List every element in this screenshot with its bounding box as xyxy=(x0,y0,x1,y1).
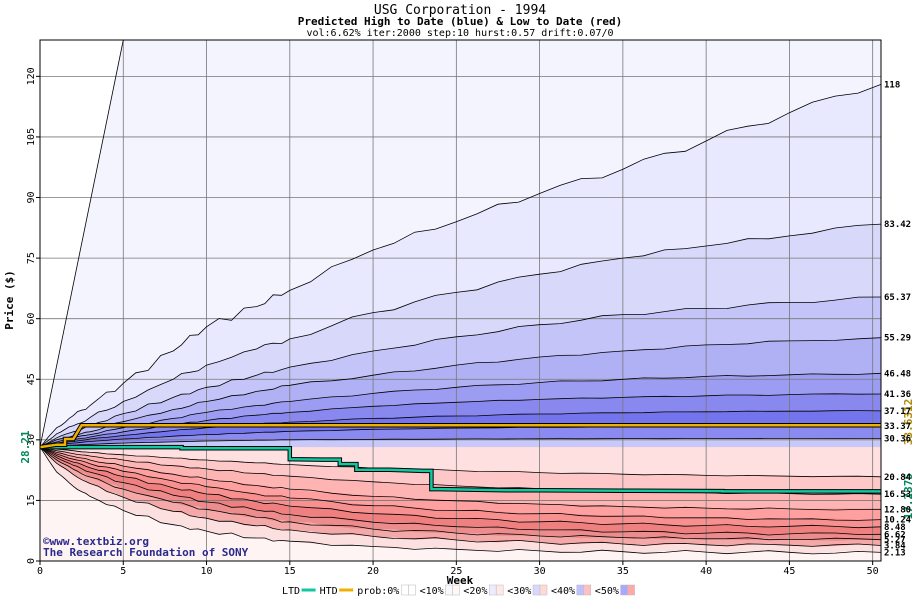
y-tick-label: 90 xyxy=(26,191,37,203)
x-axis-label: Week xyxy=(447,574,474,587)
y-tick-label: 30 xyxy=(26,434,37,446)
y-axis-ticks: 0 15 30 45 60 75 90 105 120 xyxy=(26,67,40,564)
x-tick-label: 45 xyxy=(783,566,795,577)
high-band-boundary xyxy=(39,437,881,448)
high-band-boundary xyxy=(39,372,882,448)
high-band-end-label: 41.36 xyxy=(884,390,911,400)
start-price-label: 28.21 xyxy=(19,430,32,463)
plot-frame xyxy=(39,39,882,562)
x-tick-label: 50 xyxy=(867,566,879,577)
low-band-end-label: 6.62 xyxy=(884,530,906,540)
high-band-boundary xyxy=(39,84,882,448)
low-band-end-label: 20.84 xyxy=(884,473,912,483)
high-band-boundary xyxy=(39,337,882,448)
legend-swatch-high xyxy=(620,584,628,596)
legend-label: <30% xyxy=(507,586,531,597)
ltd-final-label: 17.2375 xyxy=(902,473,915,519)
x-tick-label: 35 xyxy=(617,566,629,577)
y-tick-label: 60 xyxy=(26,313,37,325)
legend-label: <10% xyxy=(420,586,444,597)
low-band-end-label: 2.13 xyxy=(884,548,906,558)
x-tick-label: 10 xyxy=(201,566,213,577)
high-band-boundary xyxy=(39,393,882,448)
x-tick-label: 30 xyxy=(534,566,546,577)
legend-swatch-low xyxy=(583,584,592,596)
legend-label: LTD xyxy=(282,586,300,597)
high-band-end-label: 118 xyxy=(884,80,900,90)
low-band-boundary xyxy=(39,446,882,521)
price-series: 17.2375 33.6312 xyxy=(39,399,915,519)
legend-label: <40% xyxy=(551,586,575,597)
legend-swatch-high xyxy=(488,584,497,596)
chart-subtitle: Predicted High to Date (blue) & Low to D… xyxy=(298,15,623,28)
right-band-labels: 118 83.42 65.37 55.29 46.48 41.36 37.17 33.37 30… xyxy=(884,80,912,558)
high-band-end-label: 65.37 xyxy=(884,293,911,303)
low-band-boundary xyxy=(39,446,882,511)
chart-params: vol:6.62% iter:2000 step:10 hurst:0.57 d… xyxy=(306,28,613,39)
low-band-end-label: 5.27 xyxy=(884,536,906,546)
legend-swatch-high xyxy=(401,584,409,596)
low-band-boundary xyxy=(39,446,882,536)
low-band-fill xyxy=(40,447,881,477)
x-tick-label: 0 xyxy=(37,566,43,577)
ltd-line xyxy=(40,445,881,493)
low-band-end-label: 10.24 xyxy=(884,516,912,526)
x-tick-label: 40 xyxy=(700,566,712,577)
y-tick-label: 120 xyxy=(26,67,37,85)
chart-title: USG Corporation - 1994 xyxy=(374,3,546,18)
watermark-url: ©www.textbiz.org xyxy=(43,535,149,548)
legend-swatch-low xyxy=(627,584,635,596)
high-band-boundary xyxy=(39,223,882,448)
legend-label: <20% xyxy=(463,586,487,597)
legend: LTD HTD prob:0% <10% <20% <30% <40% <50% xyxy=(282,584,635,597)
low-band-end-label: 3.84 xyxy=(884,541,906,551)
legend-swatch-low xyxy=(408,584,416,596)
y-tick-label: 45 xyxy=(26,373,37,385)
y-tick-label: 15 xyxy=(26,494,37,506)
y-tick-label: 0 xyxy=(26,558,37,564)
high-band-end-label: 37.17 xyxy=(884,407,911,417)
low-band-end-label: 8.48 xyxy=(884,523,906,533)
high-band-end-label: 83.42 xyxy=(884,220,911,230)
y-tick-label: 105 xyxy=(26,128,37,146)
y-tick-label: 75 xyxy=(26,252,37,264)
y-axis-label: Price ($) xyxy=(3,270,16,330)
low-band-boundary xyxy=(39,446,882,555)
grid-lines xyxy=(40,40,881,561)
htd-final-label: 33.6312 xyxy=(902,399,915,445)
htd-line xyxy=(39,423,881,449)
legend-swatch-low xyxy=(452,584,460,596)
x-tick-label: 5 xyxy=(120,566,126,577)
legend-swatch-high xyxy=(576,584,585,596)
legend-swatch-high xyxy=(445,584,453,596)
x-tick-label: 25 xyxy=(450,566,462,577)
low-band-boundary xyxy=(39,446,882,478)
legend-swatch-low xyxy=(539,584,548,596)
low-band-boundary xyxy=(39,446,882,529)
legend-label: prob:0% xyxy=(357,586,399,597)
x-axis-ticks: 0 5 10 15 20 25 30 35 40 45 50 xyxy=(37,561,879,577)
x-tick-label: 15 xyxy=(284,566,296,577)
legend-swatch-low xyxy=(495,584,504,596)
legend-label: <50% xyxy=(595,586,619,597)
x-tick-label: 20 xyxy=(367,566,379,577)
legend-swatch-high xyxy=(532,584,541,596)
low-band-boundary xyxy=(39,446,882,547)
high-band-end-label: 33.37 xyxy=(884,422,911,432)
high-band-end-label: 46.48 xyxy=(884,369,911,379)
band-boundary-lines xyxy=(39,39,882,555)
low-band-end-label: 16.53 xyxy=(884,490,911,500)
watermark-org: The Research Foundation of SONY xyxy=(43,546,249,559)
low-band-end-label: 12.80 xyxy=(884,505,911,515)
high-band-end-label: 30.36 xyxy=(884,434,911,444)
low-band-boundary xyxy=(39,446,882,541)
high-band-end-label: 55.29 xyxy=(884,334,911,344)
probability-bands xyxy=(40,40,881,561)
outer-high-boundary xyxy=(39,39,124,448)
legend-label: HTD xyxy=(320,586,338,597)
